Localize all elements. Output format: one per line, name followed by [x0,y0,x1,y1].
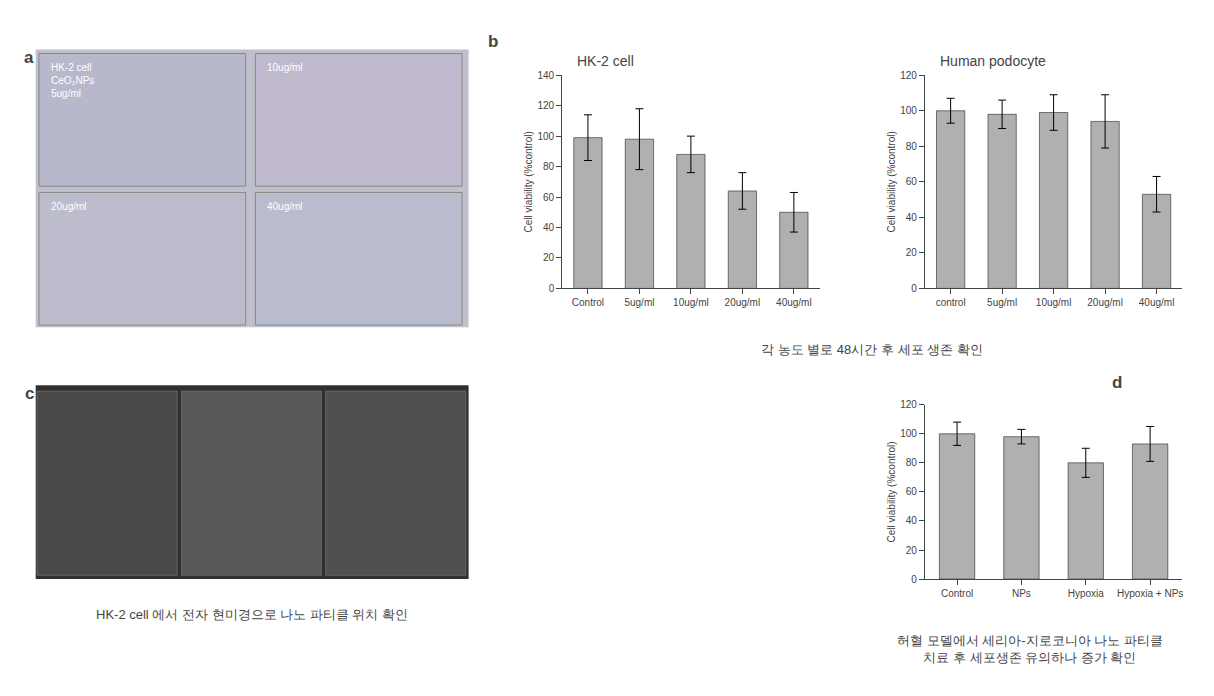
svg-text:5ug/ml: 5ug/ml [624,297,654,308]
svg-text:20ug/ml: 20ug/ml [725,297,761,308]
svg-text:10ug/ml: 10ug/ml [1036,297,1072,308]
svg-text:a: a [24,48,34,67]
svg-text:40ug/ml: 40ug/ml [776,297,812,308]
svg-text:80: 80 [906,457,918,468]
svg-text:허혈 모델에서 세리아-지로코니아 나노 파티클치료 후 세: 허혈 모델에서 세리아-지로코니아 나노 파티클치료 후 세포생존 유의하나 증… [897,633,1163,665]
svg-text:40ug/ml: 40ug/ml [1139,297,1175,308]
svg-text:d: d [1112,373,1122,392]
svg-text:Hypoxia: Hypoxia [1068,588,1105,599]
svg-text:5ug/ml: 5ug/ml [987,297,1017,308]
svg-text:40: 40 [543,222,555,233]
svg-text:120: 120 [538,100,555,111]
svg-text:HK-2 cell 에서 전자 현미경으로 나노 파티클 위: HK-2 cell 에서 전자 현미경으로 나노 파티클 위치 확인 [96,607,408,622]
svg-text:60: 60 [543,192,555,203]
svg-text:140: 140 [538,70,555,81]
svg-text:120: 120 [900,399,917,410]
svg-text:20: 20 [543,252,555,263]
svg-text:80: 80 [906,141,918,152]
svg-text:Control: Control [572,297,604,308]
svg-text:40: 40 [906,212,918,223]
svg-text:20ug/ml: 20ug/ml [51,201,87,212]
svg-text:c: c [25,384,34,403]
svg-text:Control: Control [941,588,973,599]
svg-text:0: 0 [549,283,555,294]
svg-text:40: 40 [906,515,918,526]
svg-text:10ug/ml: 10ug/ml [673,297,709,308]
svg-text:120: 120 [900,70,917,81]
svg-text:10ug/ml: 10ug/ml [267,62,303,73]
svg-text:Human podocyte: Human podocyte [940,53,1046,69]
svg-text:Cell viability (%control): Cell viability (%control) [886,131,897,232]
svg-text:Cell viability (%control): Cell viability (%control) [523,131,534,232]
svg-text:20ug/ml: 20ug/ml [1087,297,1123,308]
svg-text:100: 100 [900,105,917,116]
svg-text:20: 20 [906,545,918,556]
svg-text:Cell viability (%control): Cell viability (%control) [886,441,897,542]
svg-text:NPs: NPs [1012,588,1031,599]
svg-text:100: 100 [900,428,917,439]
svg-text:Hypoxia + NPs: Hypoxia + NPs [1117,588,1183,599]
svg-text:control: control [936,297,966,308]
svg-text:80: 80 [543,161,555,172]
svg-text:0: 0 [911,283,917,294]
svg-text:HK-2 cellCeO₂NPs5ug/ml: HK-2 cellCeO₂NPs5ug/ml [51,62,94,99]
svg-text:20: 20 [906,247,918,258]
svg-text:60: 60 [906,486,918,497]
svg-text:40ug/ml: 40ug/ml [267,201,303,212]
svg-text:각 농도 별로 48시간 후 세포 생존 확인: 각 농도 별로 48시간 후 세포 생존 확인 [761,342,983,357]
svg-text:100: 100 [538,131,555,142]
svg-text:0: 0 [911,574,917,585]
svg-text:HK-2 cell: HK-2 cell [577,53,634,69]
svg-text:60: 60 [906,176,918,187]
svg-text:b: b [488,32,498,51]
